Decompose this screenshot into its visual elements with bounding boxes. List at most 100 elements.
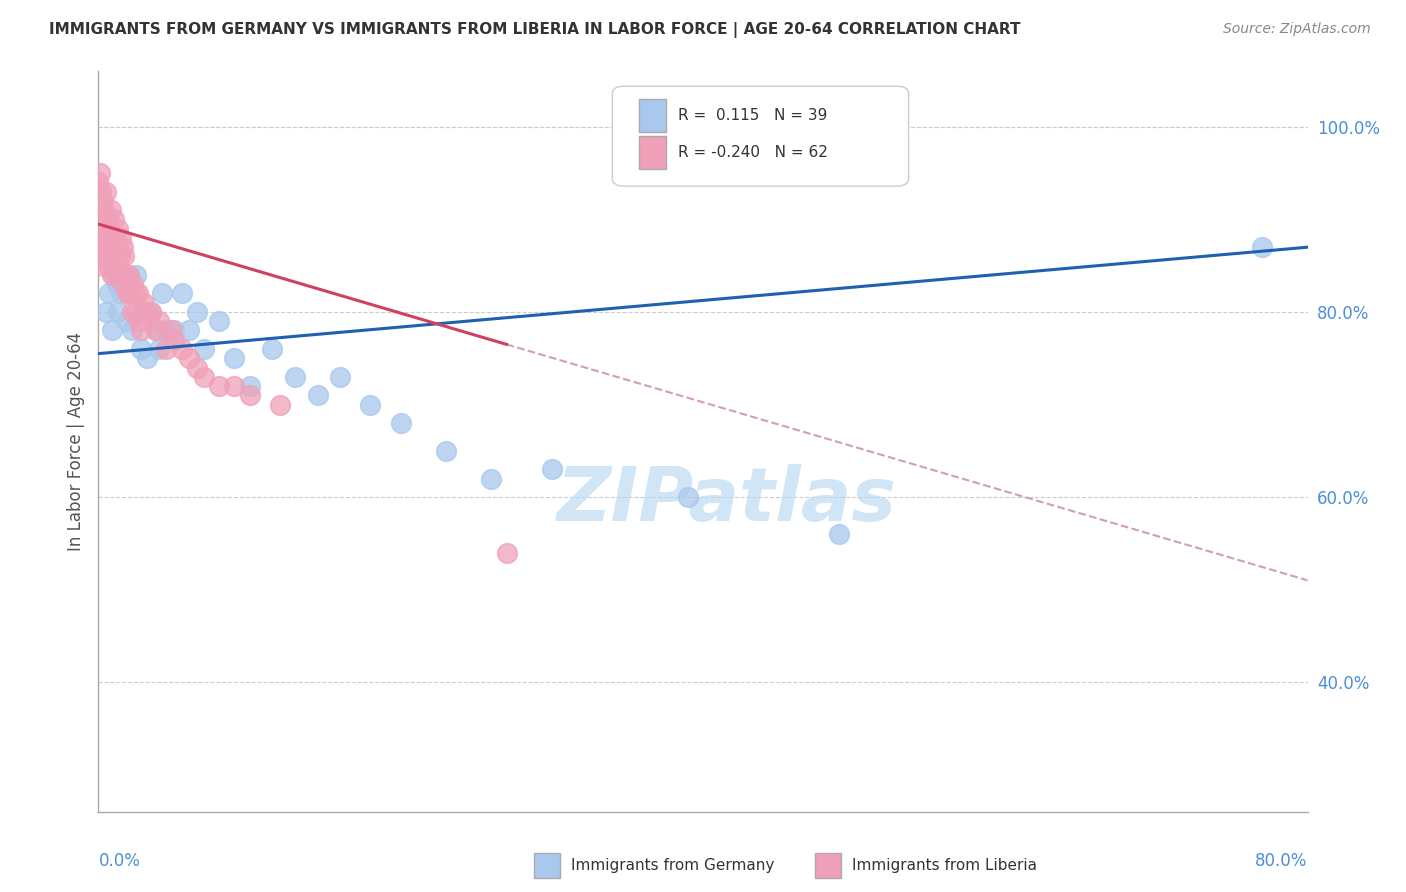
- Text: R = -0.240   N = 62: R = -0.240 N = 62: [678, 145, 828, 161]
- Point: [127, 286, 149, 301]
- Point: [91, 194, 114, 208]
- Point: [89, 166, 111, 180]
- Point: [208, 379, 231, 393]
- Point: [118, 268, 141, 282]
- Point: [148, 314, 170, 328]
- FancyBboxPatch shape: [613, 87, 908, 186]
- Point: [170, 286, 193, 301]
- Point: [135, 305, 157, 319]
- Point: [163, 333, 186, 347]
- Text: 0.0%: 0.0%: [98, 853, 141, 871]
- Point: [155, 342, 177, 356]
- Point: [118, 277, 141, 292]
- Point: [170, 342, 193, 356]
- Point: [163, 323, 186, 337]
- Point: [98, 259, 121, 273]
- Point: [94, 305, 117, 319]
- Point: [111, 240, 134, 254]
- Point: [155, 323, 177, 337]
- Point: [111, 277, 134, 292]
- Point: [87, 212, 110, 227]
- Point: [101, 268, 124, 282]
- Point: [481, 472, 503, 486]
- Text: Immigrants from Germany: Immigrants from Germany: [571, 858, 775, 872]
- Point: [89, 231, 111, 245]
- Point: [90, 185, 112, 199]
- Point: [107, 259, 129, 273]
- Point: [98, 286, 121, 301]
- Point: [96, 250, 118, 264]
- Point: [93, 203, 115, 218]
- Text: ZIPatlas: ZIPatlas: [557, 464, 897, 537]
- Point: [125, 268, 148, 282]
- Point: [121, 305, 143, 319]
- Point: [107, 221, 129, 235]
- Point: [110, 286, 132, 301]
- Point: [98, 221, 121, 235]
- Point: [94, 185, 117, 199]
- Point: [224, 379, 246, 393]
- Point: [540, 462, 562, 476]
- Point: [104, 259, 127, 273]
- Point: [100, 203, 122, 218]
- Point: [329, 369, 352, 384]
- Point: [129, 342, 152, 356]
- Text: R =  0.115   N = 39: R = 0.115 N = 39: [678, 108, 827, 123]
- Point: [307, 388, 329, 402]
- Point: [105, 268, 128, 282]
- Point: [93, 259, 115, 273]
- Point: [122, 277, 145, 292]
- Y-axis label: In Labor Force | Age 20-64: In Labor Force | Age 20-64: [66, 332, 84, 551]
- Point: [128, 314, 150, 328]
- Point: [135, 351, 157, 366]
- Text: 80.0%: 80.0%: [1256, 853, 1308, 871]
- Point: [495, 545, 517, 560]
- Point: [103, 250, 125, 264]
- Point: [101, 323, 124, 337]
- Point: [145, 323, 167, 337]
- Point: [94, 231, 117, 245]
- Point: [114, 268, 136, 282]
- Text: Immigrants from Liberia: Immigrants from Liberia: [852, 858, 1038, 872]
- Point: [104, 231, 127, 245]
- Point: [105, 240, 128, 254]
- Text: Source: ZipAtlas.com: Source: ZipAtlas.com: [1223, 22, 1371, 37]
- Point: [101, 231, 124, 245]
- Point: [110, 268, 132, 282]
- Point: [262, 342, 284, 356]
- Point: [129, 323, 152, 337]
- Point: [124, 286, 146, 301]
- Point: [115, 286, 138, 301]
- Point: [125, 305, 148, 319]
- Point: [148, 342, 170, 356]
- Point: [90, 240, 112, 254]
- Point: [269, 398, 291, 412]
- Point: [100, 240, 122, 254]
- Point: [186, 305, 208, 319]
- Point: [676, 490, 699, 504]
- Point: [434, 443, 457, 458]
- Point: [186, 360, 208, 375]
- Point: [160, 323, 183, 337]
- Point: [179, 351, 201, 366]
- Point: [389, 416, 412, 430]
- Point: [224, 351, 246, 366]
- Point: [120, 286, 142, 301]
- Point: [141, 305, 163, 319]
- Point: [193, 369, 215, 384]
- FancyBboxPatch shape: [638, 136, 665, 169]
- Point: [132, 295, 155, 310]
- Point: [108, 250, 131, 264]
- Point: [284, 369, 307, 384]
- Point: [239, 388, 262, 402]
- FancyBboxPatch shape: [638, 99, 665, 132]
- Point: [107, 305, 129, 319]
- Point: [150, 286, 173, 301]
- Point: [121, 323, 143, 337]
- Point: [239, 379, 262, 393]
- Point: [87, 175, 110, 190]
- Point: [103, 212, 125, 227]
- Point: [208, 314, 231, 328]
- Point: [360, 398, 382, 412]
- Point: [96, 212, 118, 227]
